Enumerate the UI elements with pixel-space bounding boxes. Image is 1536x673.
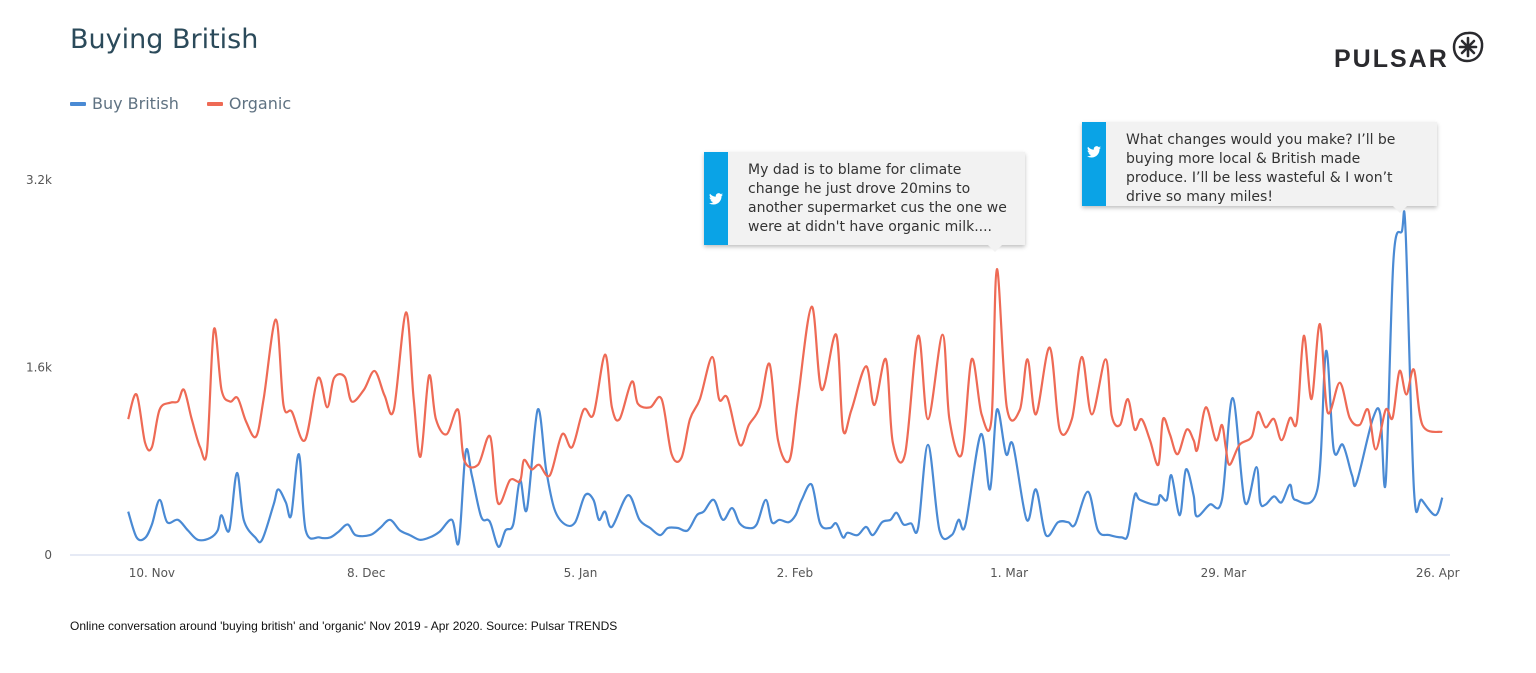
x-tick-label: 5. Jan — [564, 566, 598, 580]
series-line-buy-british[interactable] — [127, 210, 1444, 548]
legend-swatch-buy-british — [70, 101, 86, 106]
logo-text: PULSAR — [1334, 45, 1449, 73]
twitter-icon — [1087, 146, 1101, 158]
legend-swatch-organic — [206, 101, 223, 106]
tweet-tooltip: What changes would you make? I’ll be buy… — [1082, 122, 1437, 213]
x-tick-label: 26. Apr — [1416, 566, 1460, 580]
y-tick-label: 3.2k — [26, 173, 52, 187]
y-tick-label: 0 — [44, 548, 52, 562]
x-tick-label: 10. Nov — [129, 566, 175, 580]
legend-item-organic[interactable]: Organic — [206, 94, 292, 113]
twitter-icon — [709, 192, 723, 205]
legend-item-buy-british[interactable]: Buy British — [70, 94, 179, 113]
chart-title: Buying British — [70, 24, 259, 55]
legend-label: Organic — [228, 94, 292, 113]
legend-label: Buy British — [92, 94, 179, 113]
x-tick-label: 2. Feb — [777, 566, 814, 580]
y-tick-label: 1.6k — [26, 361, 52, 375]
series-line-organic[interactable] — [127, 267, 1443, 506]
x-tick-label: 29. Mar — [1201, 566, 1247, 580]
x-tick-label: 1. Mar — [990, 566, 1028, 580]
tooltip-pointer — [988, 245, 1002, 252]
tweet-tooltip: My dad is to blame for climate change he… — [704, 152, 1025, 252]
tweet-text: What changes would you make? I’ll be buy… — [1126, 132, 1396, 205]
chart-caption: Online conversation around 'buying briti… — [70, 619, 618, 633]
tooltip-pointer — [1393, 206, 1407, 213]
tweet-sidebar — [704, 152, 728, 245]
tweet-text: My dad is to blame for climate change he… — [748, 162, 1007, 235]
pulsar-star-icon — [1452, 31, 1484, 63]
chart-legend: Buy British Organic — [70, 94, 291, 113]
tweet-sidebar — [1082, 122, 1106, 206]
pulsar-logo: PULSAR — [1334, 30, 1485, 74]
x-tick-label: 8. Dec — [347, 566, 385, 580]
